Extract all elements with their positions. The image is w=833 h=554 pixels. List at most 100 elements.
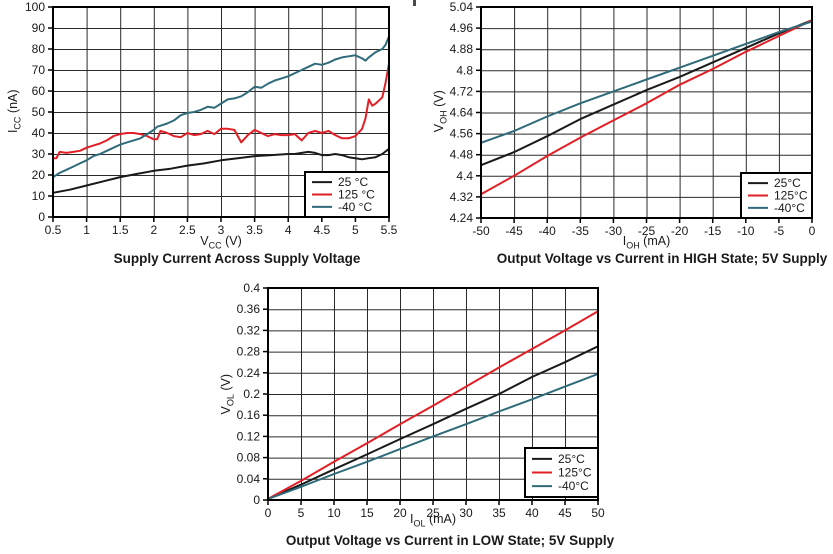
svg-text:0.16: 0.16	[237, 408, 261, 422]
svg-text:20: 20	[393, 506, 407, 520]
plot-border	[52, 6, 390, 218]
series-line-0	[52, 147, 390, 194]
svg-text:-50: -50	[472, 224, 490, 238]
svg-text:0.04: 0.04	[237, 472, 261, 486]
vcc-axis-label: VCC (V)	[200, 234, 242, 251]
svg-text:-15: -15	[704, 224, 722, 238]
svg-text:80: 80	[32, 42, 46, 56]
svg-text:-30: -30	[605, 224, 623, 238]
svg-text:40: 40	[32, 126, 46, 140]
tick-labels: 0.5 1 1.5 2 2.5 3 3.5 4 4.5 5 5.5 0 10 20 30 40 50 60 70 80…	[25, 0, 398, 237]
icc-axis-label: ICC (nA)	[5, 89, 23, 134]
svg-text:125°C: 125°C	[558, 466, 592, 480]
series-line-0	[480, 19, 813, 167]
svg-text:5: 5	[352, 223, 359, 237]
voh-chart-title: Output Voltage vs Current in HIGH State;…	[496, 251, 828, 266]
svg-text:-5: -5	[774, 224, 785, 238]
legend-entry: 25°C	[748, 176, 801, 190]
svg-text:-45: -45	[505, 224, 523, 238]
svg-text:0: 0	[38, 210, 45, 224]
legend-entry: -40 °C	[312, 200, 372, 214]
svg-text:-40: -40	[539, 224, 557, 238]
svg-text:0: 0	[265, 506, 272, 520]
series-line-1	[267, 310, 599, 500]
svg-text:0.5: 0.5	[45, 223, 62, 237]
plot-border	[267, 287, 599, 501]
voh-chart-canvas: -50 -45 -40 -35 -30 -25 -20 -15 -10 -5 04.244.324.…	[450, 0, 816, 238]
svg-text:-40°C: -40°C	[558, 479, 589, 493]
svg-text:90: 90	[32, 21, 46, 35]
tick-labels: -50 -45 -40 -35 -30 -25 -20 -15 -10 -5 04.244.324.…	[450, 0, 816, 238]
svg-text:-25: -25	[638, 224, 656, 238]
svg-text:-40°C: -40°C	[774, 201, 805, 215]
legend-entry: 25 °C	[312, 175, 368, 189]
svg-text:3.5: 3.5	[246, 223, 263, 237]
svg-text:2.5: 2.5	[179, 223, 196, 237]
ioh-axis-label: IOH (mA)	[622, 234, 671, 251]
vol-axis-label: VOL (V)	[218, 374, 236, 415]
svg-text:50: 50	[591, 506, 605, 520]
series-line-2	[480, 20, 813, 144]
svg-text:0: 0	[253, 493, 260, 507]
svg-text:1: 1	[83, 223, 90, 237]
svg-text:0.36: 0.36	[237, 302, 261, 316]
svg-text:5.5: 5.5	[381, 223, 398, 237]
svg-text:60: 60	[32, 84, 46, 98]
svg-text:50: 50	[32, 105, 46, 119]
svg-text:100: 100	[25, 0, 45, 14]
vol-chart-title: Output Voltage vs Current in LOW State; …	[285, 533, 615, 548]
svg-text:15: 15	[360, 506, 374, 520]
legend-entry: -40°C	[532, 479, 589, 493]
svg-text:4.48: 4.48	[450, 148, 474, 162]
svg-text:4.96: 4.96	[450, 21, 474, 35]
series-line-0	[267, 345, 599, 500]
svg-text:70: 70	[32, 63, 46, 77]
svg-text:-35: -35	[572, 224, 590, 238]
legend-entry: -40°C	[748, 201, 805, 215]
svg-text:30: 30	[32, 147, 46, 161]
svg-text:0.2: 0.2	[243, 387, 260, 401]
svg-text:25°C: 25°C	[774, 176, 801, 190]
plot-border	[480, 6, 813, 219]
svg-text:25 °C: 25 °C	[338, 175, 368, 189]
svg-text:10: 10	[327, 506, 341, 520]
series-line-2	[52, 35, 390, 179]
stray-text-fragment	[413, 0, 416, 6]
supply-current-chart-canvas: 0.5 1 1.5 2 2.5 3 3.5 4 4.5 5 5.5 0 10 20 30 40 50 60 70 80…	[25, 0, 398, 237]
supply-current-chart-title: Supply Current Across Supply Voltage	[113, 251, 361, 266]
svg-text:20: 20	[32, 168, 46, 182]
svg-text:-40 °C: -40 °C	[338, 200, 372, 214]
voh-axis-label: VOH (V)	[431, 90, 449, 133]
svg-text:125 °C: 125 °C	[338, 188, 375, 202]
svg-text:4.5: 4.5	[313, 223, 330, 237]
svg-text:35: 35	[492, 506, 506, 520]
svg-text:10: 10	[32, 189, 46, 203]
svg-text:30: 30	[459, 506, 473, 520]
legend-entry: 125 °C	[312, 188, 375, 202]
series-line-2	[267, 372, 599, 500]
svg-text:0.12: 0.12	[237, 429, 261, 443]
svg-text:5.04: 5.04	[450, 0, 474, 14]
svg-text:-10: -10	[737, 224, 755, 238]
svg-text:2: 2	[150, 223, 157, 237]
svg-text:4.32: 4.32	[450, 190, 474, 204]
legend-entry: 25°C	[532, 452, 585, 466]
svg-text:4.56: 4.56	[450, 127, 474, 141]
svg-text:4.8: 4.8	[456, 63, 473, 77]
svg-text:4.88: 4.88	[450, 42, 474, 56]
svg-text:0: 0	[809, 224, 816, 238]
svg-text:25°C: 25°C	[558, 452, 585, 466]
svg-text:5: 5	[298, 506, 305, 520]
svg-text:25: 25	[426, 506, 440, 520]
vol-chart-canvas: 0 5 10 15 20 25 30 35 40 45 50 0 0.04 0.08 0.12 0.16 0.2…	[237, 281, 605, 520]
svg-text:4.64: 4.64	[450, 106, 474, 120]
series-line-1	[52, 62, 390, 160]
svg-text:3: 3	[218, 223, 225, 237]
svg-text:0.4: 0.4	[243, 281, 260, 295]
legend-entry: 125°C	[748, 189, 808, 203]
svg-text:125°C: 125°C	[774, 189, 808, 203]
iol-axis-label: IOL (mA)	[409, 512, 457, 529]
svg-text:4: 4	[285, 223, 292, 237]
